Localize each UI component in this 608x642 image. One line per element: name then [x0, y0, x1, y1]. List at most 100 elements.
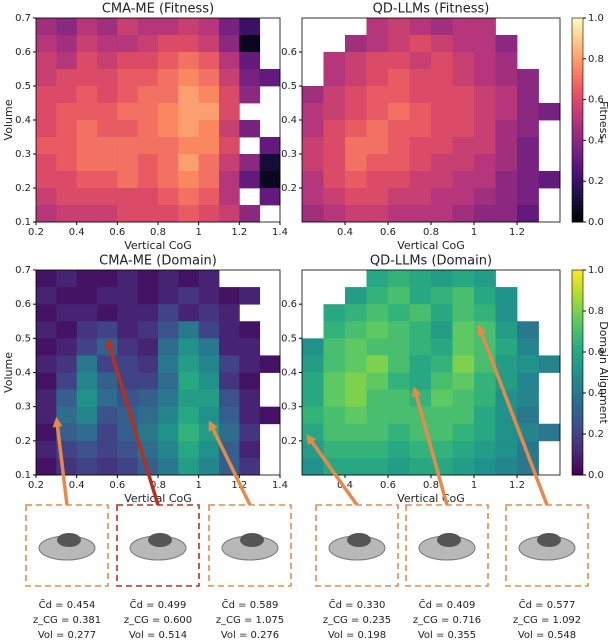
heat-cell — [517, 355, 539, 373]
heat-cell — [366, 304, 389, 322]
heat-cell — [517, 171, 539, 189]
heat-cell — [302, 103, 324, 121]
heat-cell — [137, 389, 159, 408]
colorbar-step — [572, 328, 583, 332]
heat-cell — [178, 154, 200, 172]
colorbar-step — [572, 21, 583, 26]
heat-cell — [452, 171, 475, 189]
colorbar-step — [572, 311, 583, 315]
heat-cell — [239, 338, 261, 356]
heat-cell — [158, 103, 179, 121]
y-tick-label: 0.2 — [281, 436, 297, 447]
heat-cell — [431, 120, 453, 138]
heat-cell — [76, 137, 98, 155]
y-tick-label: 0.7 — [15, 265, 31, 276]
heat-cell — [452, 69, 475, 87]
heat-cell — [452, 440, 475, 459]
heat-cell — [56, 423, 78, 442]
heat-cell — [76, 457, 98, 476]
arrow-head — [411, 386, 422, 398]
colorbar-step — [572, 58, 583, 63]
y-tick-label: 0.5 — [281, 333, 297, 344]
colorbar-step — [572, 99, 583, 104]
heat-cell — [56, 188, 78, 206]
heat-cell — [345, 188, 367, 206]
heat-cell — [219, 137, 240, 155]
colorbar-step — [572, 188, 583, 192]
colorbar-step — [572, 120, 583, 124]
heat-cell — [409, 18, 432, 36]
heat-cell — [97, 35, 118, 53]
heat-cell — [259, 355, 281, 373]
x-axis-label: Vertical CoG — [397, 239, 465, 252]
heat-cell — [219, 338, 240, 356]
heat-cell — [76, 287, 98, 305]
colorbar-step — [572, 420, 583, 425]
heat-cell — [178, 188, 200, 206]
heat-cell — [97, 171, 118, 189]
heat-cell — [409, 52, 432, 70]
heat-cell — [198, 188, 220, 206]
heat-cell — [178, 52, 200, 70]
caption-line: C̃d = 0.589 — [222, 598, 279, 611]
heat-cell — [323, 171, 346, 189]
heat-cell — [239, 69, 261, 87]
caption-line: z_CG = 0.381 — [33, 615, 101, 626]
colorbar-tick-label: 0.0 — [588, 470, 604, 481]
heat-cell — [431, 86, 453, 104]
car-cabin — [57, 533, 81, 547]
colorbar-step — [572, 140, 583, 145]
heat-cell — [36, 406, 57, 425]
heat-cell — [198, 103, 220, 121]
y-tick-label: 0.7 — [15, 13, 31, 24]
heat-cell — [431, 423, 453, 442]
heat-cell — [137, 69, 159, 87]
colorbar-step — [572, 341, 583, 346]
heat-cell — [117, 355, 139, 373]
heat-cell — [178, 287, 200, 305]
heat-cell — [388, 154, 410, 172]
heat-cell — [158, 270, 179, 288]
heat-cell — [495, 188, 518, 206]
heat-cell — [259, 154, 281, 172]
colorbar-step — [572, 24, 583, 29]
heat-cell — [219, 423, 240, 442]
colorbar-step — [572, 123, 583, 128]
heat-cell — [345, 457, 367, 476]
heat-cell — [178, 338, 200, 356]
heat-cell — [178, 18, 200, 36]
colorbar-step — [572, 437, 583, 442]
heat-cell — [259, 406, 281, 425]
heat-cell — [366, 287, 389, 305]
x-tick-label: 1.2 — [231, 227, 247, 238]
colorbar-step — [572, 130, 583, 135]
x-tick-label: 0.2 — [28, 227, 44, 238]
heat-cell — [302, 406, 324, 425]
heat-cell — [388, 35, 410, 53]
heat-cell — [452, 457, 475, 476]
heat-cell — [198, 154, 220, 172]
heat-cell — [388, 205, 410, 223]
heat-cell — [97, 287, 118, 305]
colorbar-step — [572, 154, 583, 158]
heat-cell — [366, 321, 389, 339]
chart-title: CMA-ME (Domain) — [99, 254, 217, 269]
x-tick-label: 1.2 — [509, 227, 525, 238]
heat-cell — [345, 287, 367, 305]
car-cabin — [437, 533, 461, 547]
heat-cell — [388, 120, 410, 138]
heat-cell — [76, 372, 98, 390]
heat-cell — [495, 423, 518, 442]
heat-cell — [409, 86, 432, 104]
annotation-arrow — [413, 392, 449, 506]
colorbar-step — [572, 157, 583, 162]
heat-cell — [56, 205, 78, 223]
colorbar-step — [572, 201, 583, 206]
heat-cell — [366, 338, 389, 356]
heat-cell — [345, 440, 367, 459]
colorbar-step — [572, 79, 583, 84]
colorbar-step — [572, 348, 583, 353]
heat-cell — [452, 86, 475, 104]
colorbar-frame — [571, 17, 584, 223]
heat-cell — [323, 440, 346, 459]
